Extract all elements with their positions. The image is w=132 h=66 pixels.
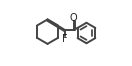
Text: O: O bbox=[70, 13, 77, 23]
Text: F: F bbox=[62, 34, 68, 44]
